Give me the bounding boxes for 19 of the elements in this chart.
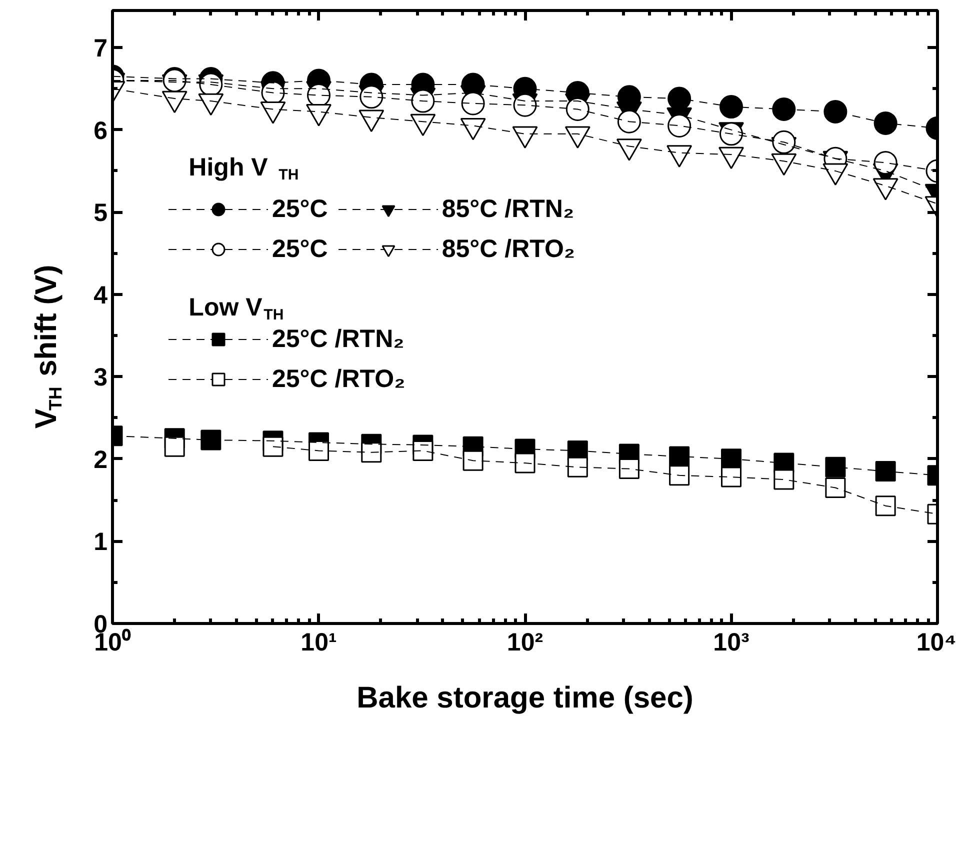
x-tick-label: 10¹: [300, 628, 337, 656]
legend-label: 25°C /RTN₂: [272, 324, 404, 354]
legend-label: 25°C /RTO₂: [272, 364, 406, 394]
x-axis-title: Bake storage time (sec): [356, 682, 694, 714]
x-tick-label: 10⁴: [916, 628, 956, 656]
x-tick-label: 10³: [713, 628, 750, 656]
y-tick-label: 7: [94, 34, 108, 63]
x-tick-label: 10²: [506, 628, 544, 656]
y-tick-label: 1: [94, 528, 108, 556]
y-axis-title: VTH shift (V): [30, 264, 66, 429]
y-tick-label: 3: [94, 364, 108, 392]
legend-label: 85°C /RTN₂: [442, 194, 574, 224]
y-tick-label: 5: [94, 199, 108, 228]
legend-label: 85°C /RTO₂: [442, 234, 576, 264]
y-tick-label: 2: [94, 446, 108, 474]
y-tick-label: 4: [94, 281, 108, 310]
y-tick-label: 6: [94, 116, 108, 145]
legend-label: 25°C: [272, 194, 328, 224]
legend-label: 25°C: [272, 234, 328, 264]
